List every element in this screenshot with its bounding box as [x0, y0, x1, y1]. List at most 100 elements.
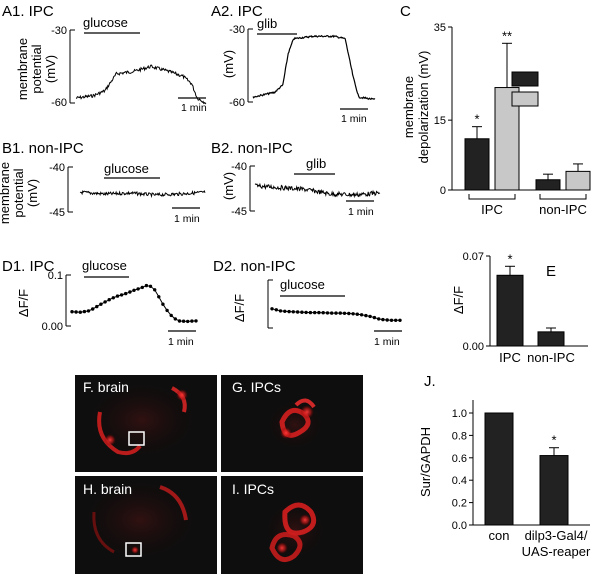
e-category-label: non-IPC: [527, 350, 575, 365]
e-significance: *: [507, 251, 512, 266]
a1-ytick-bottom: -60: [51, 97, 67, 109]
d2-point: [394, 318, 398, 322]
b1-ytick-top: -40: [49, 162, 65, 174]
e-bar-0: [496, 274, 524, 347]
d1-point: [173, 317, 177, 321]
d2-point: [278, 309, 283, 313]
e-x-categories: IPC non-IPC: [499, 350, 575, 365]
d1-point: [140, 285, 144, 290]
c-ylabel-2: depolarization (mV): [416, 51, 431, 164]
a1-scalebar-label: 1 min: [181, 102, 207, 114]
d1-point: [169, 313, 173, 318]
b1-ytick-bottom: -45: [49, 207, 65, 219]
d2-point: [355, 312, 359, 316]
d2-point: [270, 307, 274, 311]
panel-j-title: J.: [424, 373, 436, 390]
d1-ylabel: ΔF/F: [16, 289, 31, 317]
d1-point: [181, 319, 186, 323]
image-f-roi-box: [128, 431, 145, 446]
b1-scalebar-label: 1 min: [174, 213, 200, 225]
ytick-label: 35: [434, 22, 446, 34]
d2-point: [304, 310, 308, 315]
d2-point: [342, 311, 347, 315]
d1-point: [132, 288, 136, 292]
panel-d2: D2. non-IPC glucose ΔF/F 1 min: [213, 258, 402, 348]
d1-scalebar-label: 1 min: [168, 336, 194, 348]
d1-trace: [70, 283, 198, 324]
panel-a2-title: A2. IPC: [211, 3, 263, 20]
d2-point: [334, 311, 338, 315]
c-ylabel-1: membrane: [401, 76, 416, 138]
panel-j: J. Sur/GAPDH 0.0 0.2 0.4 0.6 0.8 1.0 * con dil…: [418, 373, 591, 559]
b2-bar-label: glib: [306, 156, 326, 171]
d1-point: [194, 319, 198, 323]
legend-swatch-glucose: [511, 71, 539, 87]
e-ylabel: ΔF/F: [451, 286, 466, 314]
d2-point: [330, 311, 334, 315]
d1-point: [119, 293, 124, 297]
e-yticks: 0.00 0.07: [463, 251, 490, 353]
j-bar-0: [484, 412, 514, 526]
j-significance: *: [551, 433, 556, 448]
ytick-label: 0.4: [452, 475, 467, 487]
ytick-label: 0.0: [452, 520, 467, 532]
d2-point: [368, 314, 372, 319]
ytick-label: 0.07: [463, 251, 484, 263]
panel-c-title: C: [400, 3, 411, 20]
a2-ytick-bottom: -60: [229, 97, 245, 109]
d2-point: [385, 318, 389, 322]
panel-a2: A2. IPC glib (mV) -30 -60 1 min: [211, 3, 376, 125]
d2-point: [300, 310, 304, 314]
a1-ytick-top: -30: [51, 25, 67, 37]
d2-point: [274, 308, 278, 312]
d2-ylabel: ΔF/F: [232, 294, 247, 322]
panel-d1: D1. IPC glucose ΔF/F 0.1 0.00 1 min: [2, 258, 198, 348]
b2-ytick-top: -40: [231, 161, 247, 173]
d2-point: [364, 313, 368, 318]
d2-point: [389, 318, 394, 322]
j-category-label: dilp3-Gal4/: [525, 528, 588, 543]
d1-point: [115, 294, 120, 298]
d1-point: [177, 319, 182, 323]
ytick-label: 0: [440, 185, 446, 197]
d2-point: [283, 309, 287, 313]
d1-point: [103, 300, 107, 304]
d1-point: [190, 319, 194, 323]
e-bars: *: [496, 251, 565, 347]
image-h-roi-box: [125, 542, 142, 557]
d1-point: [186, 319, 190, 324]
b2-scalebar-label: 1 min: [348, 206, 374, 218]
d2-point: [313, 310, 317, 315]
d1-point: [153, 288, 157, 292]
c-x-categories: IPC non-IPC: [468, 194, 587, 217]
panel-b2: B2. non-IPC glib (mV) -40 -45 1 min: [211, 140, 381, 218]
b1-ylabel-3: (mV): [25, 179, 40, 207]
d2-point: [317, 310, 321, 315]
d2-trace: [270, 307, 402, 322]
c-significance: **: [502, 28, 512, 43]
c-bars: ***: [464, 28, 591, 191]
d1-point: [157, 295, 161, 299]
d1-point: [78, 310, 83, 314]
c-yticks: 0 15 35: [434, 22, 452, 197]
b2-ylabel: (mV): [221, 172, 236, 200]
d1-point: [70, 310, 74, 314]
b2-trace: [254, 182, 381, 199]
e-bar-1: [537, 331, 565, 347]
d1-point: [74, 310, 78, 314]
c-category-label: non-IPC: [539, 202, 587, 217]
d1-point: [136, 287, 140, 291]
d2-point: [291, 310, 295, 314]
d1-point: [107, 298, 111, 302]
image-h-label: H. brain: [83, 481, 132, 497]
panel-d1-title: D1. IPC: [2, 258, 55, 275]
d1-point: [161, 302, 165, 306]
a1-bar-label: glucose: [83, 15, 128, 30]
c-group-bracket: [539, 194, 587, 200]
a2-scalebar-label: 1 min: [341, 113, 367, 125]
image-i-label: I. IPCs: [232, 481, 274, 497]
j-category-label: con: [489, 528, 510, 543]
d1-point: [82, 309, 87, 314]
image-h-brain: H. brain: [75, 476, 217, 574]
